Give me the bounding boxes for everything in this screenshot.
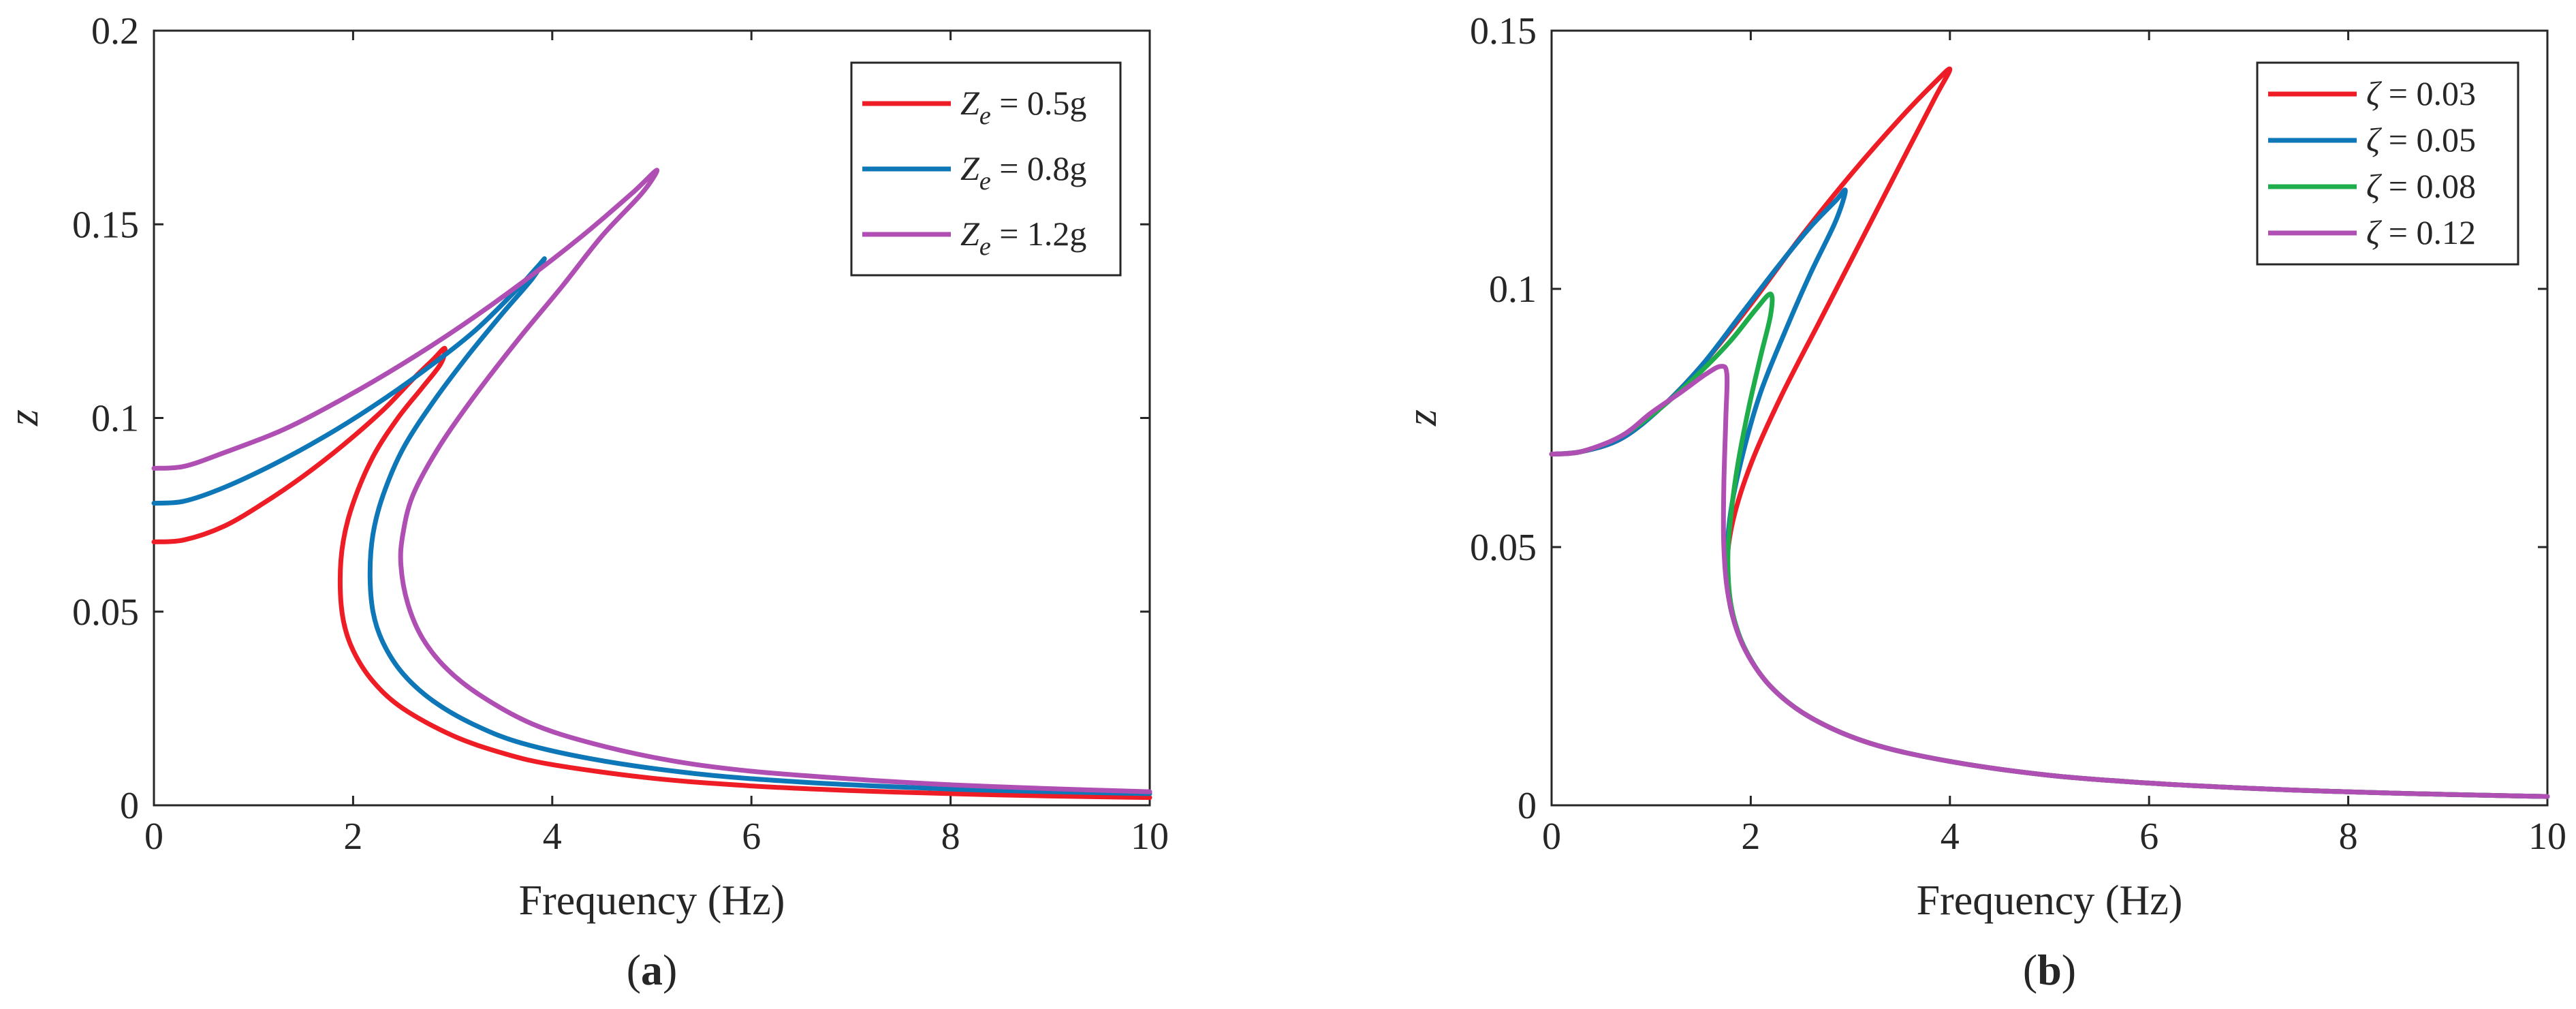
legend-value: = 0.03 <box>2380 74 2476 112</box>
legend-entry-2: ζ = 0.05 <box>2366 121 2476 159</box>
y-tick-label: 0.15 <box>72 204 139 246</box>
series-line-1 <box>151 345 1152 801</box>
y-tick-label: 0.05 <box>72 591 139 634</box>
legend-value: = 0.08 <box>2380 167 2476 205</box>
legend-entry-3: ζ = 0.08 <box>2366 167 2476 205</box>
panel-b-xlabel: Frequency (Hz) <box>1917 878 2183 924</box>
y-tick-label: 0.1 <box>1489 268 1537 311</box>
panel-a-ticks: 0 2 4 6 8 10 0 0.05 0.1 0.15 0.2 <box>72 10 1169 858</box>
legend-entry-4: ζ = 0.12 <box>2366 213 2476 251</box>
panel-b-curves <box>1549 66 2550 799</box>
panel-a-xlabel: Frequency (Hz) <box>519 878 785 924</box>
series-line-2 <box>151 256 1152 796</box>
legend-subscript: e <box>979 102 991 130</box>
x-tick-label: 2 <box>343 816 362 858</box>
y-tick-label: 0 <box>1518 785 1537 827</box>
legend-entry-1: ζ = 0.03 <box>2366 74 2476 112</box>
x-tick-label: 10 <box>2528 816 2566 858</box>
x-tick-label: 4 <box>1941 816 1960 858</box>
panel-b-legend: ζ = 0.03ζ = 0.05ζ = 0.08ζ = 0.12 <box>2256 61 2519 266</box>
panel-b-label-letter: b <box>2037 946 2062 994</box>
x-tick-label: 10 <box>1131 816 1169 858</box>
legend-symbol: Z <box>960 149 980 187</box>
legend-value: = 0.05 <box>2380 121 2476 159</box>
series-line-3 <box>151 168 1152 794</box>
y-tick-label: 0.1 <box>91 398 139 440</box>
y-tick-label: 0 <box>120 785 139 827</box>
x-tick-label: 8 <box>941 816 960 858</box>
legend-value: = 0.12 <box>2380 213 2476 251</box>
x-tick-label: 0 <box>1542 816 1561 858</box>
x-tick-label: 4 <box>543 816 562 858</box>
panel-a-label: (a) <box>627 946 678 994</box>
y-tick-label: 0.15 <box>1470 10 1537 52</box>
legend-entry-2: Ze = 0.8g <box>960 149 1086 196</box>
legend-symbol: Z <box>960 215 980 253</box>
panel-b-chart: 0 2 4 6 8 10 0 0.05 0.1 0.15 Frequency (Hz) z (b)… <box>1399 10 2566 994</box>
legend-subscript: e <box>979 232 991 261</box>
y-tick-label: 0.2 <box>91 10 139 52</box>
series-line-4 <box>1549 364 2550 799</box>
x-tick-label: 6 <box>2139 816 2158 858</box>
legend-entry-3: Ze = 1.2g <box>960 215 1086 261</box>
panel-a-label-letter: a <box>641 946 663 994</box>
panel-b-ticks: 0 2 4 6 8 10 0 0.05 0.1 0.15 <box>1470 10 2566 858</box>
legend-symbol: ζ <box>2366 74 2383 112</box>
legend-entry-1: Ze = 0.5g <box>960 84 1086 130</box>
legend-value: = 0.8g <box>991 149 1087 187</box>
legend-symbol: ζ <box>2366 121 2383 159</box>
legend-symbol: Z <box>960 84 980 122</box>
legend-value: = 1.2g <box>991 215 1087 253</box>
panel-b-label: (b) <box>2023 946 2076 994</box>
legend-symbol: ζ <box>2366 213 2383 251</box>
x-tick-label: 8 <box>2339 816 2358 858</box>
panel-a-curves <box>151 168 1152 801</box>
legend-value: = 0.5g <box>991 84 1087 122</box>
panel-a-ylabel: z <box>1 409 47 426</box>
legend-symbol: ζ <box>2366 167 2383 205</box>
x-tick-label: 0 <box>144 816 163 858</box>
x-tick-label: 6 <box>742 816 761 858</box>
y-tick-label: 0.05 <box>1470 527 1537 569</box>
legend-subscript: e <box>979 167 991 196</box>
x-tick-label: 2 <box>1741 816 1760 858</box>
panel-b-ylabel: z <box>1399 409 1445 426</box>
